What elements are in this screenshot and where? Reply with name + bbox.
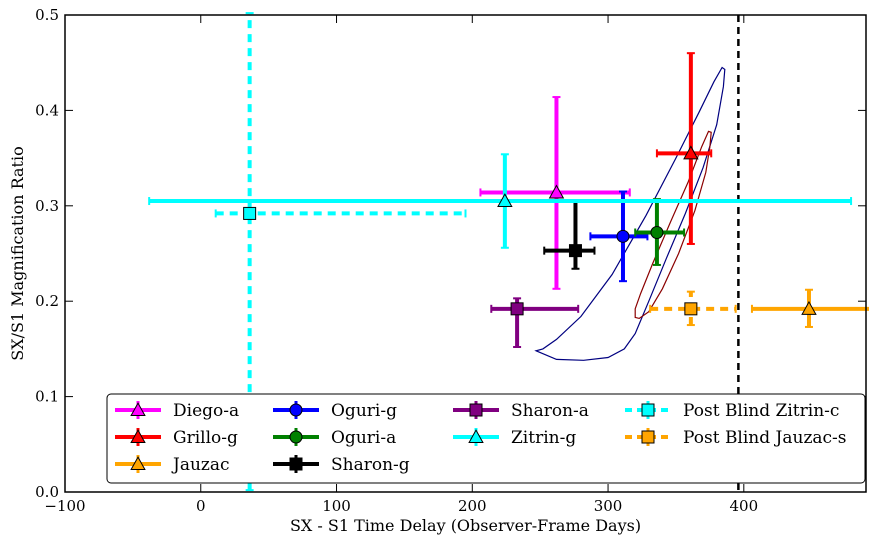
x-tick-label: −100	[44, 497, 85, 515]
x-tick-label: 0	[196, 497, 206, 515]
legend-label: Diego-a	[173, 401, 239, 421]
y-tick-label: 0.2	[35, 292, 59, 310]
data-point	[548, 184, 565, 199]
y-tick-label: 0.0	[35, 483, 59, 501]
axis-ticks: −100 0 100 200 300 400 0.0 0.1 0.2 0.3 0.4 0.5	[35, 6, 866, 515]
legend-label: Sharon-a	[511, 401, 589, 421]
legend: Diego-a Grillo-g Jauzac Oguri-g Oguri-a Sharo…	[106, 393, 866, 484]
legend-item-sharon-g: Sharon-g	[273, 455, 410, 475]
y-tick-label: 0.3	[35, 197, 59, 215]
series-oguri-a	[634, 198, 686, 266]
series-post-blind-zitrin-c	[214, 12, 467, 492]
legend-marker	[289, 430, 303, 444]
data-point	[243, 206, 257, 220]
x-tick-label: 300	[594, 497, 623, 515]
plot-frame	[64, 14, 867, 493]
legend-label: Jauzac	[171, 455, 230, 475]
data-point	[650, 226, 664, 240]
series-sharon-a	[490, 297, 580, 348]
legend-item-sharon-a: Sharon-a	[453, 401, 589, 421]
data-series	[148, 12, 869, 492]
data-point	[684, 302, 698, 316]
legend-item-zitrin-g: Zitrin-g	[453, 428, 576, 448]
legend-marker	[641, 430, 655, 444]
data-point	[616, 229, 630, 243]
series-jauzac	[750, 288, 869, 328]
legend-item-jauzac: Jauzac	[115, 455, 230, 475]
y-tick-label: 0.1	[35, 388, 59, 406]
legend-label: Sharon-g	[331, 455, 410, 475]
x-tick-label: 200	[458, 497, 487, 515]
x-tick-label: 400	[729, 497, 758, 515]
legend-marker	[130, 456, 146, 471]
x-axis-label: SX - S1 Time Delay (Observer-Frame Days)	[290, 516, 641, 535]
legend-marker	[469, 403, 483, 417]
x-tick-label: 100	[322, 497, 351, 515]
data-point	[497, 193, 513, 208]
y-tick-label: 0.4	[35, 101, 59, 119]
data-point	[568, 244, 582, 258]
legend-marker	[641, 403, 655, 417]
data-point	[801, 300, 817, 315]
series-post-blind-jauzac-s	[649, 290, 737, 327]
data-point	[683, 145, 699, 160]
data-point	[510, 302, 524, 316]
legend-label: Oguri-a	[331, 428, 396, 448]
series-sharon-g	[543, 200, 596, 270]
legend-marker	[289, 403, 303, 417]
legend-item-grillo-g: Grillo-g	[115, 428, 238, 448]
plot-border	[64, 14, 867, 493]
y-tick-label: 0.5	[35, 6, 59, 24]
legend-item-oguri-a: Oguri-a	[273, 428, 396, 448]
legend-item-diego-a: Diego-a	[115, 401, 239, 421]
legend-label: Grillo-g	[173, 428, 238, 448]
legend-label: Post Blind Jauzac-s	[683, 428, 847, 448]
legend-item-oguri-g: Oguri-g	[273, 401, 397, 421]
series-oguri-g	[589, 190, 649, 283]
contour-outer	[534, 66, 726, 361]
legend-label: Oguri-g	[331, 401, 397, 421]
legend-label: Post Blind Zitrin-c	[683, 401, 839, 421]
legend-marker	[130, 429, 146, 444]
legend-marker	[130, 402, 146, 417]
legend-label: Zitrin-g	[511, 428, 576, 448]
contour-inner	[634, 130, 712, 320]
legend-item-post-blind-jauzac-s: Post Blind Jauzac-s	[625, 428, 847, 448]
y-axis-label: SX/S1 Magnification Ratio	[8, 146, 27, 360]
likelihood-contours	[534, 66, 726, 361]
legend-marker	[289, 457, 303, 471]
series-grillo-g	[655, 52, 713, 245]
legend-item-post-blind-zitrin-c: Post Blind Zitrin-c	[625, 401, 839, 421]
series-zitrin-g	[148, 153, 853, 249]
legend-marker	[468, 429, 484, 444]
